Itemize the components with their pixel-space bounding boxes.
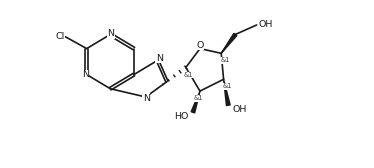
Text: N: N xyxy=(82,70,89,79)
Polygon shape xyxy=(224,79,230,106)
Text: O: O xyxy=(196,40,204,50)
Text: HO: HO xyxy=(174,112,188,121)
Text: &1: &1 xyxy=(194,95,203,101)
Text: OH: OH xyxy=(259,20,273,29)
Text: N: N xyxy=(142,94,150,103)
Text: &1: &1 xyxy=(221,57,230,63)
Text: &1: &1 xyxy=(223,83,232,89)
Text: N: N xyxy=(107,29,114,38)
Polygon shape xyxy=(221,33,237,53)
Text: OH: OH xyxy=(233,105,247,114)
Text: &1: &1 xyxy=(184,72,193,78)
Text: Cl: Cl xyxy=(55,32,64,41)
Polygon shape xyxy=(191,91,200,113)
Text: N: N xyxy=(156,54,163,63)
